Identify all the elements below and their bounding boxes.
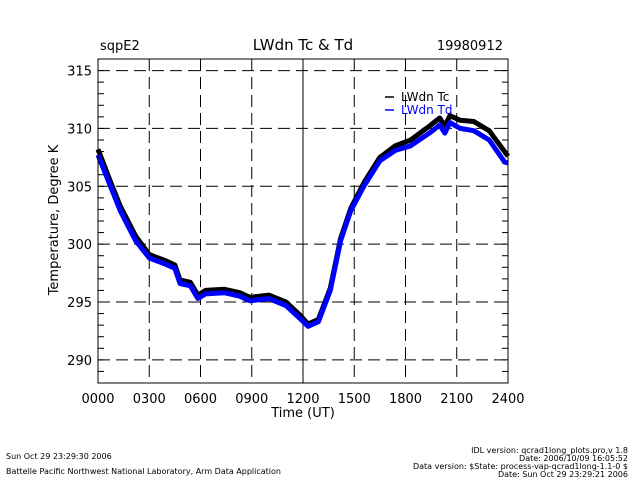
x-axis-label: Time (UT) (270, 406, 335, 421)
footer-timestamp: Sun Oct 29 23:29:30 2006 (6, 452, 112, 461)
x-tick-label: 0900 (235, 392, 268, 407)
date-label: 19980912 (437, 39, 503, 54)
legend-label-td: LWdn Td (401, 103, 452, 117)
legend: LWdn Tc LWdn Td (385, 90, 452, 117)
y-tick-label: 295 (67, 296, 92, 311)
x-tick-label: 0600 (184, 392, 217, 407)
y-tick-label: 300 (67, 238, 92, 253)
x-tick-label: 2400 (491, 392, 524, 407)
site-label: sqpE2 (100, 39, 140, 54)
series-line-lwdn-td (95, 120, 509, 329)
footer-credit: Battelle Pacific Northwest National Labo… (6, 467, 281, 476)
footer-data-version: Data version: $State: process-vap-qcrad1… (412, 462, 628, 471)
x-tick-label: 1500 (338, 392, 371, 407)
y-tick-label: 310 (67, 122, 92, 137)
footer-data-date: Date: Sun Oct 29 23:29:21 2006 (497, 470, 628, 479)
y-tick-label: 305 (67, 180, 92, 195)
footer-idl-date: Date: 2006/10/09 16:05:52 (519, 454, 628, 463)
x-tick-label: 2100 (440, 392, 473, 407)
plot-frame (97, 58, 509, 384)
x-tick-label: 1200 (286, 392, 319, 407)
y-axis-label: Temperature, Degree K (47, 144, 62, 296)
x-tick-label: 0300 (133, 392, 166, 407)
y-tick-label: 290 (67, 354, 92, 369)
chart-title: LWdn Tc & Td (253, 36, 353, 54)
x-tick-label: 0000 (81, 392, 114, 407)
x-tick-label: 1800 (389, 392, 422, 407)
y-tick-label: 315 (67, 65, 92, 80)
footer-idl-version: IDL version: qcrad1long_plots.pro,v 1.8 (471, 446, 628, 455)
legend-label-tc: LWdn Tc (401, 90, 449, 104)
